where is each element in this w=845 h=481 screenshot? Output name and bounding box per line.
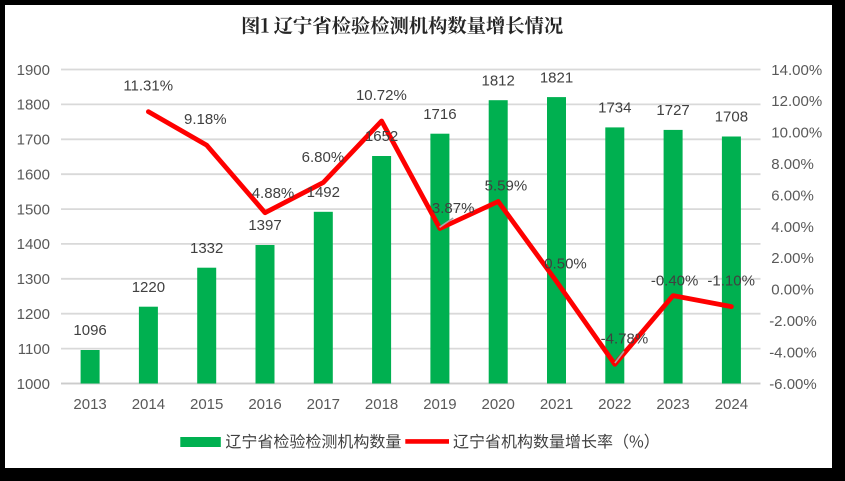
- svg-text:2020: 2020: [482, 396, 515, 413]
- svg-text:1716: 1716: [423, 106, 456, 123]
- svg-text:1600: 1600: [17, 167, 50, 184]
- svg-text:11.31%: 11.31%: [123, 78, 173, 95]
- svg-text:8.00%: 8.00%: [771, 156, 814, 173]
- svg-text:2024: 2024: [715, 396, 748, 413]
- svg-text:1096: 1096: [73, 322, 106, 339]
- svg-text:1500: 1500: [17, 201, 50, 218]
- svg-text:0.00%: 0.00%: [771, 282, 814, 299]
- svg-text:2015: 2015: [190, 396, 223, 413]
- svg-text:-4.78%: -4.78%: [601, 331, 649, 348]
- svg-text:2014: 2014: [132, 396, 165, 413]
- svg-text:2021: 2021: [540, 396, 573, 413]
- svg-text:2023: 2023: [656, 396, 689, 413]
- svg-text:1000: 1000: [17, 376, 50, 393]
- svg-text:1812: 1812: [482, 72, 515, 89]
- svg-text:10.72%: 10.72%: [356, 87, 407, 104]
- svg-text:-6.00%: -6.00%: [769, 376, 817, 393]
- svg-text:1492: 1492: [307, 184, 340, 201]
- svg-text:2013: 2013: [73, 396, 106, 413]
- svg-text:3.87%: 3.87%: [432, 200, 475, 217]
- svg-text:1397: 1397: [248, 217, 281, 234]
- svg-text:0.50%: 0.50%: [544, 256, 587, 273]
- svg-text:1220: 1220: [132, 279, 165, 296]
- svg-text:1100: 1100: [18, 341, 50, 358]
- svg-text:1727: 1727: [656, 102, 689, 119]
- svg-text:1734: 1734: [598, 100, 631, 117]
- svg-text:1800: 1800: [17, 97, 50, 114]
- svg-text:2022: 2022: [598, 396, 631, 413]
- svg-text:6.00%: 6.00%: [771, 187, 814, 204]
- svg-text:1700: 1700: [17, 132, 50, 149]
- svg-text:14.00%: 14.00%: [771, 62, 822, 79]
- svg-text:-4.00%: -4.00%: [769, 344, 817, 361]
- svg-text:2016: 2016: [248, 396, 281, 413]
- svg-text:9.18%: 9.18%: [184, 111, 227, 128]
- svg-text:2.00%: 2.00%: [771, 250, 814, 267]
- svg-text:1300: 1300: [17, 271, 50, 288]
- svg-text:2017: 2017: [307, 396, 340, 413]
- svg-text:-2.00%: -2.00%: [769, 313, 817, 330]
- svg-text:1708: 1708: [715, 109, 748, 126]
- svg-text:1332: 1332: [190, 240, 223, 257]
- svg-text:6.80%: 6.80%: [302, 149, 345, 166]
- svg-text:2018: 2018: [365, 396, 398, 413]
- svg-text:4.88%: 4.88%: [252, 185, 295, 202]
- svg-text:2019: 2019: [423, 396, 456, 413]
- svg-text:10.00%: 10.00%: [771, 125, 822, 142]
- svg-text:1821: 1821: [540, 69, 573, 86]
- svg-text:4.00%: 4.00%: [771, 219, 814, 236]
- svg-text:1400: 1400: [17, 236, 50, 253]
- svg-text:1900: 1900: [17, 62, 50, 79]
- svg-text:12.00%: 12.00%: [771, 93, 822, 110]
- svg-text:1200: 1200: [17, 306, 50, 323]
- svg-text:5.59%: 5.59%: [485, 178, 528, 195]
- svg-text:1652: 1652: [365, 128, 398, 145]
- svg-text:-0.40%: -0.40%: [651, 272, 699, 289]
- svg-text:-1.10%: -1.10%: [707, 272, 755, 289]
